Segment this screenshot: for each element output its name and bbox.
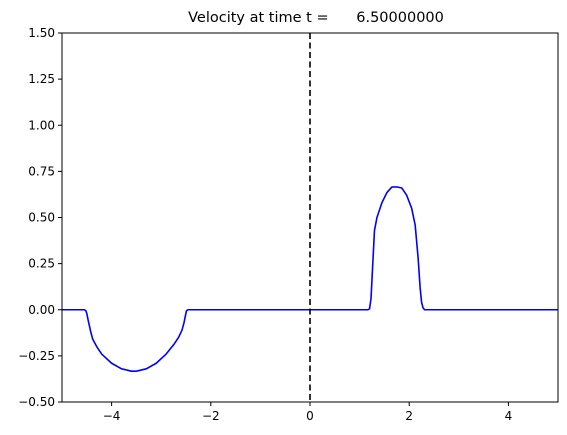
x-tick-label: 4 (505, 409, 513, 423)
y-tick-label: 1.50 (28, 26, 55, 40)
y-tick-label: −0.50 (18, 395, 55, 409)
y-tick-label: 1.25 (28, 72, 55, 86)
y-tick-label: 0.50 (28, 211, 55, 225)
y-tick-label: 0.25 (28, 257, 55, 271)
y-tick-label: 1.00 (28, 118, 55, 132)
x-tick-label: 0 (306, 409, 314, 423)
x-tick-label: −2 (202, 409, 220, 423)
y-tick-label: 0.75 (28, 164, 55, 178)
x-tick-label: −4 (103, 409, 121, 423)
x-tick-label: 2 (405, 409, 413, 423)
plot-area (62, 33, 558, 402)
chart-title: Velocity at time t = 6.50000000 (188, 10, 444, 26)
y-tick-label: 0.00 (28, 303, 55, 317)
axes: −4 −2 0 2 4 −0.50 −0.25 0.00 0.25 0.50 0.75 1.00 1.2… (18, 26, 559, 423)
y-tick-label: −0.25 (18, 349, 55, 363)
